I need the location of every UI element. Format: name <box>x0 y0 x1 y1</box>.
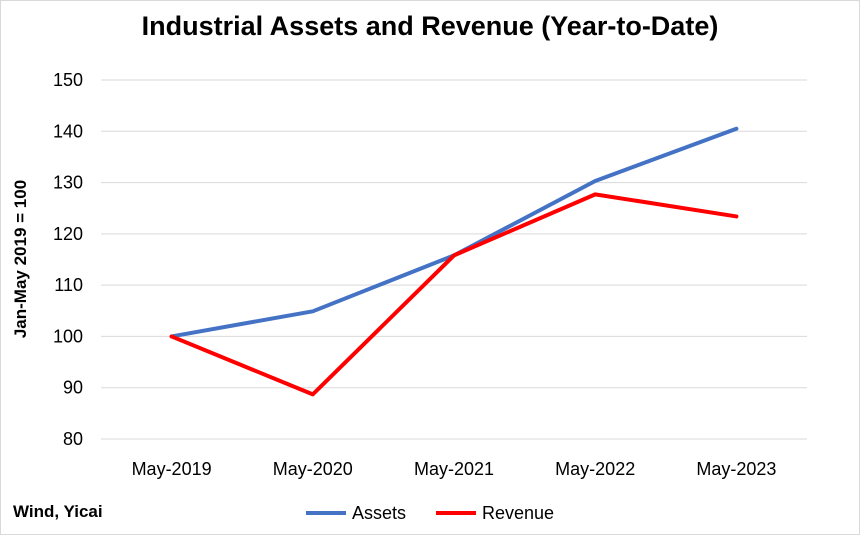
legend-label: Assets <box>351 502 406 523</box>
source-note: Wind, Yicai <box>13 502 103 521</box>
y-tick-label: 130 <box>53 173 83 193</box>
x-tick-label: May-2020 <box>273 459 353 479</box>
y-tick-label: 140 <box>53 121 83 141</box>
x-tick-label: May-2023 <box>696 459 776 479</box>
y-tick-label: 100 <box>53 326 83 346</box>
legend: Assets Revenue <box>1 501 859 525</box>
x-tick-label: May-2019 <box>132 459 212 479</box>
x-tick-label: May-2021 <box>414 459 494 479</box>
y-tick-label: 120 <box>53 224 83 244</box>
y-tick-label: 90 <box>63 378 83 398</box>
x-tick-label: May-2022 <box>555 459 635 479</box>
y-tick-label: 110 <box>54 275 83 295</box>
series-line-assets <box>169 126 739 339</box>
series-line-revenue <box>169 192 739 397</box>
y-tick-label: 80 <box>63 429 83 449</box>
legend-item-revenue: Revenue <box>435 502 555 524</box>
legend-item-assets: Assets <box>305 502 406 524</box>
legend-swatch <box>435 511 476 515</box>
legend-label: Revenue <box>481 502 555 523</box>
legend-swatch <box>305 511 346 515</box>
chart-title: Industrial Assets and Revenue (Year-to-D… <box>141 11 719 41</box>
y-tick-label: 150 <box>53 70 83 90</box>
